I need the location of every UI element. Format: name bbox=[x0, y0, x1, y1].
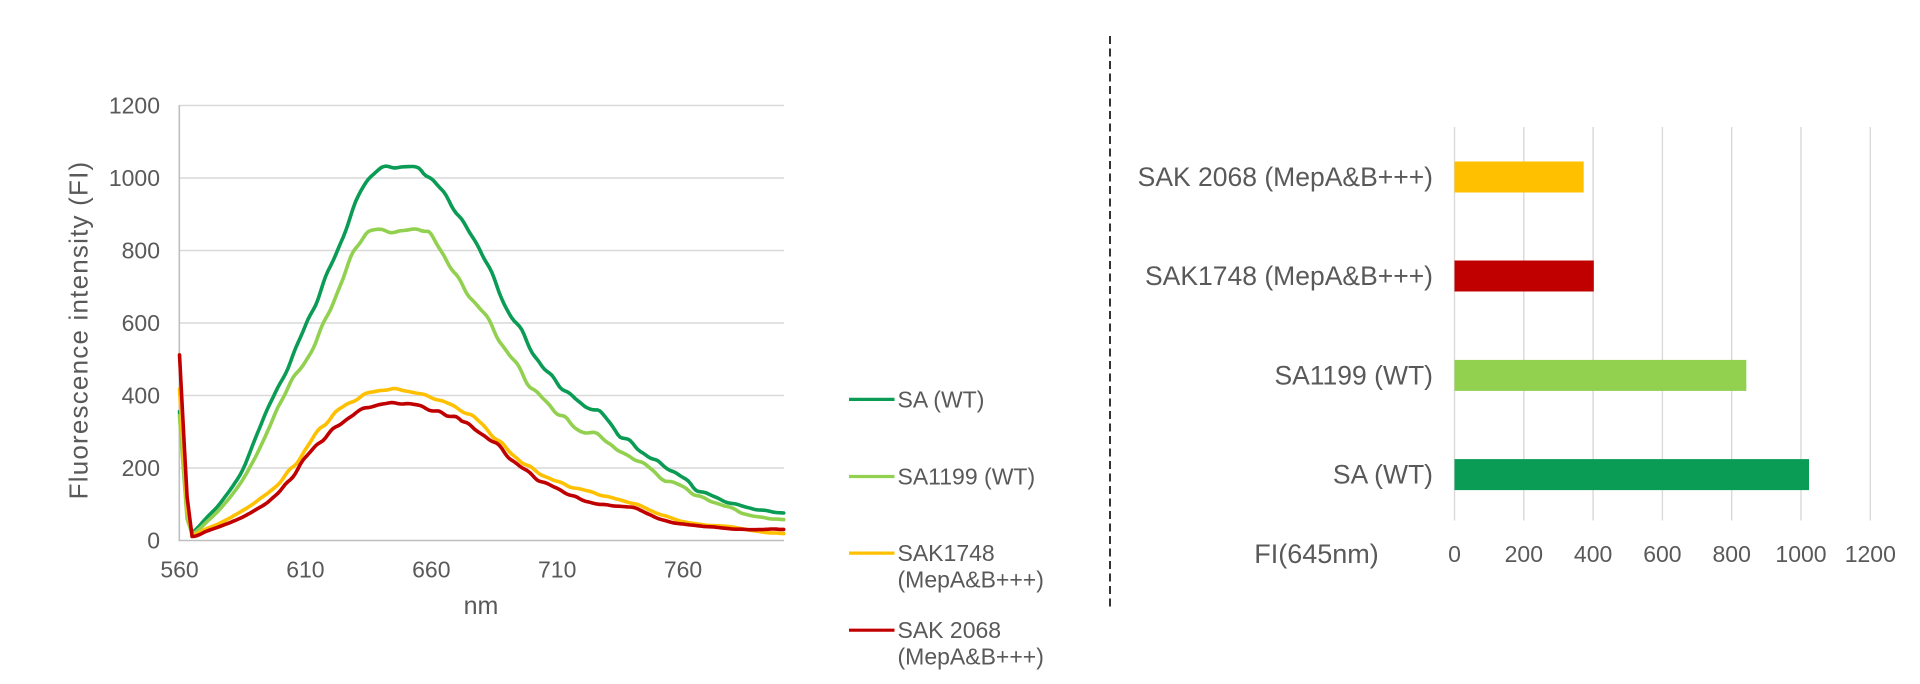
svg-text:0: 0 bbox=[1448, 541, 1461, 567]
svg-text:1000: 1000 bbox=[1775, 541, 1826, 567]
svg-text:SA1199 (WT): SA1199 (WT) bbox=[1274, 360, 1433, 390]
svg-text:nm: nm bbox=[464, 592, 499, 620]
svg-text:FI(645nm): FI(645nm) bbox=[1254, 539, 1379, 569]
svg-text:0: 0 bbox=[147, 528, 160, 554]
svg-text:Fluorescence intensity (FI): Fluorescence intensity (FI) bbox=[64, 161, 94, 500]
svg-text:600: 600 bbox=[122, 310, 160, 336]
svg-text:660: 660 bbox=[412, 557, 450, 583]
svg-text:SAK1748 (MepA&B+++): SAK1748 (MepA&B+++) bbox=[1145, 261, 1433, 291]
svg-text:SAK 2068: SAK 2068 bbox=[898, 617, 1002, 643]
svg-text:400: 400 bbox=[122, 383, 160, 409]
svg-text:560: 560 bbox=[160, 557, 198, 583]
svg-text:200: 200 bbox=[1505, 541, 1543, 567]
svg-text:800: 800 bbox=[122, 238, 160, 264]
svg-text:800: 800 bbox=[1713, 541, 1751, 567]
svg-text:710: 710 bbox=[538, 557, 576, 583]
svg-text:400: 400 bbox=[1574, 541, 1612, 567]
svg-text:SAK 2068 (MepA&B+++): SAK 2068 (MepA&B+++) bbox=[1138, 162, 1433, 192]
svg-text:600: 600 bbox=[1643, 541, 1681, 567]
svg-text:610: 610 bbox=[286, 557, 324, 583]
svg-text:200: 200 bbox=[122, 455, 160, 481]
svg-text:1200: 1200 bbox=[1845, 541, 1896, 567]
svg-text:SAK1748: SAK1748 bbox=[898, 540, 995, 566]
svg-text:SA1199 (WT): SA1199 (WT) bbox=[898, 464, 1036, 490]
svg-text:1000: 1000 bbox=[109, 165, 160, 191]
svg-text:SA (WT): SA (WT) bbox=[898, 386, 985, 412]
svg-text:(MepA&B+++): (MepA&B+++) bbox=[898, 567, 1044, 593]
svg-text:1200: 1200 bbox=[109, 93, 160, 119]
svg-text:760: 760 bbox=[664, 557, 702, 583]
svg-text:SA (WT): SA (WT) bbox=[1333, 460, 1433, 490]
svg-text:(MepA&B+++): (MepA&B+++) bbox=[898, 644, 1044, 670]
